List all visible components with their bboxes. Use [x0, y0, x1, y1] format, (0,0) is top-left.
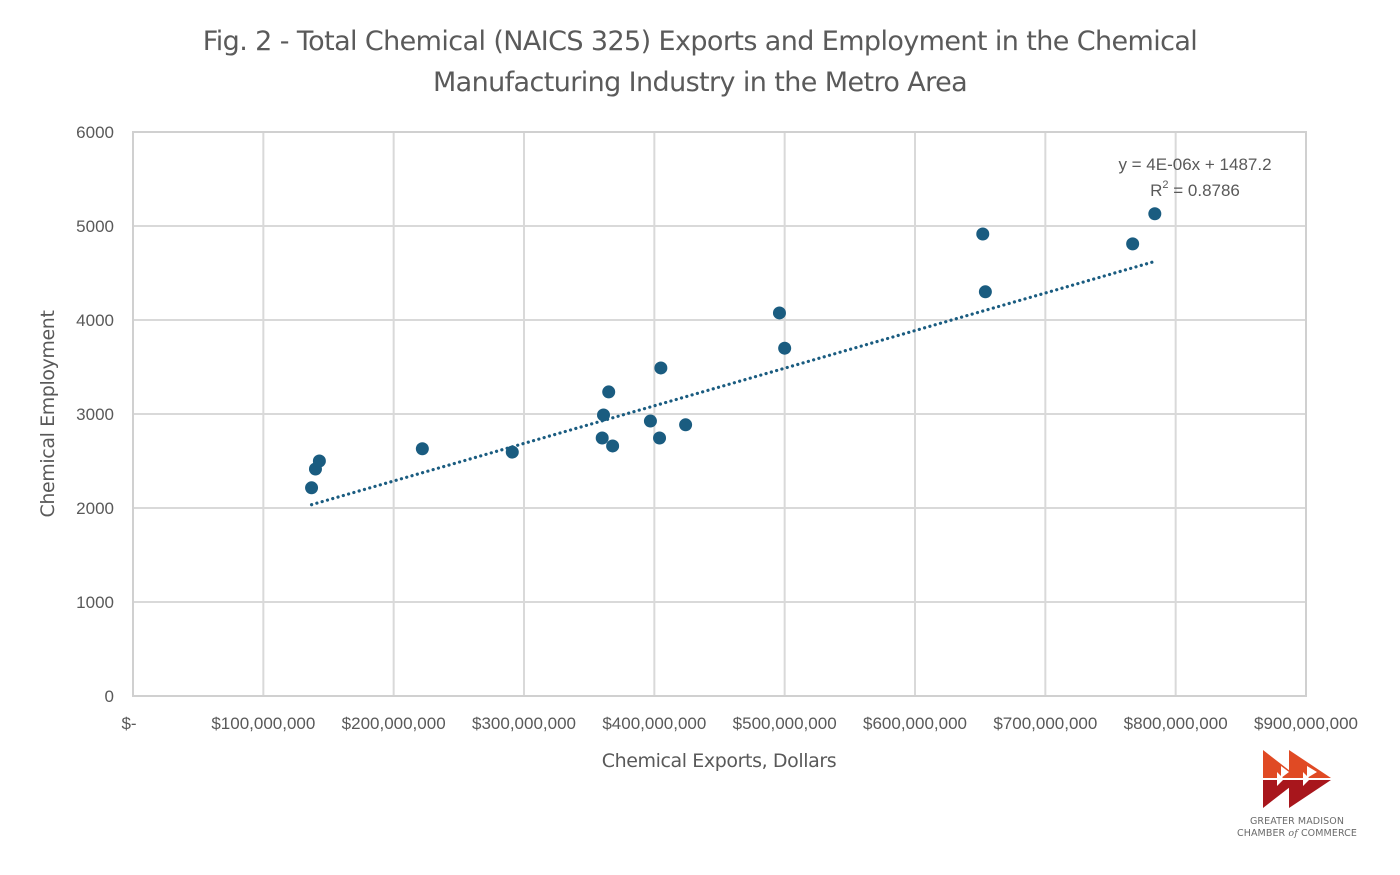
x-axis-ticks: $- $100,000,000 $200,000,000 $300,000,000 $4…: [121, 714, 1358, 733]
y-tick-label: 1000: [76, 593, 114, 612]
logo-line-1: GREATER MADISON: [1249, 816, 1345, 827]
data-point: [606, 439, 620, 453]
x-tick-label: $100,000,000: [211, 714, 315, 733]
gridlines: [132, 131, 1307, 697]
data-point: [778, 341, 792, 355]
data-point: [772, 306, 786, 320]
y-tick-label: 5000: [76, 217, 114, 236]
x-tick-label: $700,000,000: [993, 714, 1097, 733]
y-tick-label: 4000: [76, 311, 114, 330]
trendline: [309, 259, 1157, 507]
r-squared-label: R2 = 0.8786: [1150, 179, 1240, 200]
trendline-path: [309, 259, 1157, 507]
plot-area: [132, 131, 1307, 697]
data-point: [312, 454, 326, 468]
x-tick-label: $500,000,000: [733, 714, 837, 733]
logo-line-2: CHAMBER of COMMERCE: [1222, 828, 1372, 840]
data-point: [653, 431, 667, 445]
data-point: [505, 445, 519, 459]
x-tick-label: $400,000,000: [602, 714, 706, 733]
y-tick-label: 3000: [76, 405, 114, 424]
x-tick-label: $200,000,000: [342, 714, 446, 733]
logo-line-2-a: CHAMBER: [1236, 828, 1289, 839]
x-axis-label: Chemical Exports, Dollars: [602, 750, 837, 772]
chamber-logo: GREATER MADISON CHAMBER of COMMERCE: [1222, 748, 1372, 840]
chart-title-line-1: Fig. 2 - Total Chemical (NAICS 325) Expo…: [203, 26, 1197, 57]
chart-title: Fig. 2 - Total Chemical (NAICS 325) Expo…: [203, 26, 1198, 98]
y-axis-ticks: 0 1000 2000 3000 4000 5000 6000: [76, 123, 114, 706]
x-tick-label: $-: [121, 714, 136, 733]
x-tick-label: $900,000,000: [1254, 714, 1358, 733]
logo-line-2-of: of: [1288, 828, 1298, 839]
x-tick-label: $600,000,000: [863, 714, 967, 733]
r-squared-superscript: 2: [1162, 179, 1168, 191]
logo-name: GREATER MADISON CHAMBER of COMMERCE: [1222, 816, 1372, 840]
data-point: [679, 418, 693, 432]
r-squared-prefix: R: [1150, 181, 1162, 200]
data-points: [305, 207, 1162, 495]
data-point: [978, 285, 992, 299]
data-point: [305, 481, 319, 495]
data-point: [654, 361, 668, 375]
chart-title-line-2: Manufacturing Industry in the Metro Area: [433, 67, 967, 98]
r-squared-value: = 0.8786: [1169, 181, 1240, 200]
data-point: [597, 408, 611, 422]
data-point: [1148, 207, 1162, 221]
fast-forward-arrows-icon: [1263, 750, 1331, 808]
equation-label: y = 4E-06x + 1487.2: [1118, 155, 1271, 174]
data-point: [976, 227, 990, 241]
data-point: [595, 431, 609, 445]
x-tick-label: $800,000,000: [1124, 714, 1228, 733]
logo-line-2-b: COMMERCE: [1297, 828, 1358, 839]
data-point: [415, 442, 429, 456]
data-point: [1126, 237, 1140, 251]
y-axis-label: Chemical Employment: [37, 310, 59, 517]
data-point: [643, 414, 657, 428]
data-point: [602, 385, 616, 399]
y-tick-label: 2000: [76, 499, 114, 518]
y-tick-label: 0: [105, 687, 114, 706]
x-tick-label: $300,000,000: [472, 714, 576, 733]
trendline-equation: y = 4E-06x + 1487.2 R2 = 0.8786: [1118, 155, 1271, 200]
y-tick-label: 6000: [76, 123, 114, 142]
